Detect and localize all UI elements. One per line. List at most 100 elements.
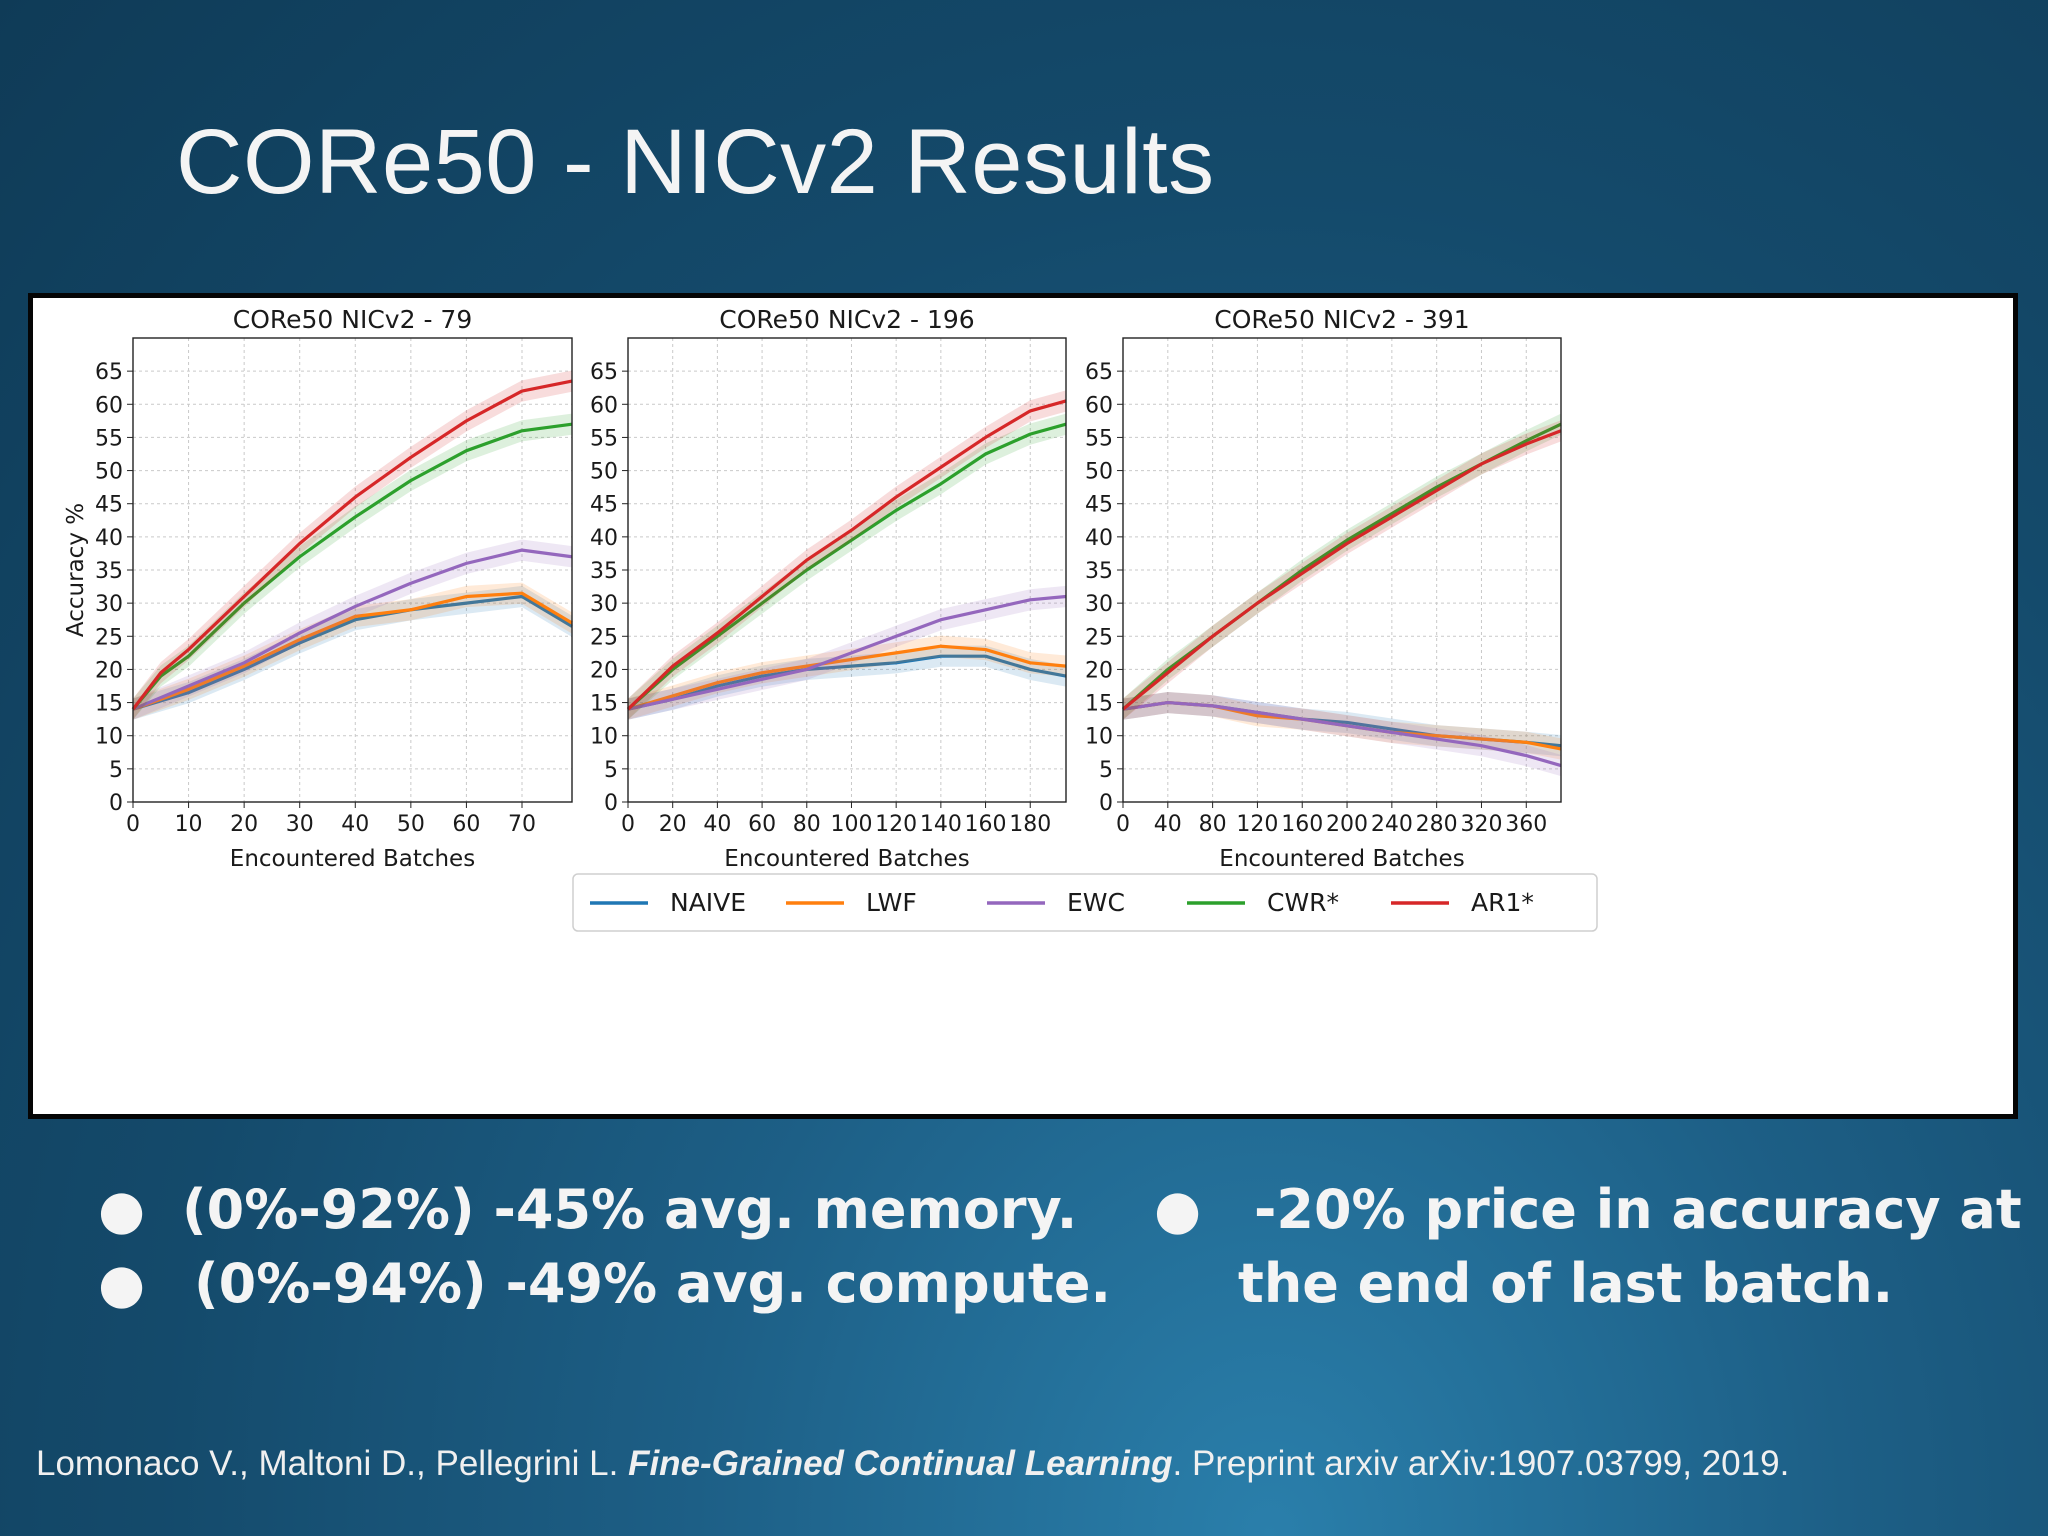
- y-tick-label: 40: [1085, 526, 1113, 551]
- bullet-dot-icon: ●: [1154, 1178, 1202, 1241]
- bullet-text: (0%-92%) -45% avg. memory.: [182, 1178, 1078, 1241]
- legend-label-cwr-star: CWR*: [1267, 888, 1339, 917]
- y-tick-label: 45: [590, 493, 618, 518]
- citation: Lomonaco V., Maltoni D., Pellegrini L. F…: [36, 1444, 1789, 1484]
- y-tick-label: 10: [1085, 725, 1113, 750]
- x-tick-label: 0: [126, 812, 140, 837]
- chart-2: 0 20 40 60 80 100 120 140 160 180 0 5 10 15 20 25 30 35 40…: [590, 305, 1067, 872]
- x-axis-label: Encountered Batches: [230, 846, 475, 872]
- y-tick-label: 30: [1085, 592, 1113, 617]
- y-tick-label: 40: [95, 526, 123, 551]
- x-tick-label: 0: [1116, 812, 1130, 837]
- legend-label-lwf: LWF: [866, 888, 917, 917]
- y-tick-label: 45: [1085, 493, 1113, 518]
- y-tick-label: 30: [590, 592, 618, 617]
- y-tick-label: 0: [604, 791, 618, 816]
- x-tick-label: 120: [1236, 812, 1278, 837]
- series-line-naive: [132, 594, 573, 711]
- series-line-lwf: [132, 591, 573, 711]
- x-tick-label: 280: [1416, 812, 1458, 837]
- legend-label-ar1-star: AR1*: [1471, 888, 1534, 917]
- y-tick-label: 50: [95, 460, 123, 485]
- y-tick-label: 60: [590, 393, 618, 418]
- y-tick-label: 65: [95, 360, 123, 385]
- y-tick-label: 30: [95, 592, 123, 617]
- x-tick-label: 100: [830, 812, 872, 837]
- x-tick-label: 40: [341, 812, 369, 837]
- series-band-cwr-star: [628, 413, 1066, 720]
- charts-svg: 0 10 20 30 40 50 60 700510152025303540455055606…: [63, 305, 1598, 932]
- y-tick-label: 5: [1099, 758, 1113, 783]
- y-tick-label: 55: [590, 426, 618, 451]
- series-line-naive: [627, 654, 1067, 711]
- series-band-ewc: [1123, 691, 1561, 777]
- citation-authors: Lomonaco V., Maltoni D., Pellegrini L.: [36, 1444, 629, 1483]
- y-tick-label: 15: [590, 692, 618, 717]
- series-line-ewc: [132, 548, 573, 711]
- y-tick-label: 35: [1085, 559, 1113, 584]
- y-tick-label: 40: [590, 526, 618, 551]
- bullet-text: (0%-94%) -49% avg. compute.: [194, 1252, 1111, 1315]
- series-band-ar1-star: [1123, 420, 1561, 720]
- y-tick-label: 0: [109, 791, 123, 816]
- y-tick-label: 25: [95, 625, 123, 650]
- x-axis-label: Encountered Batches: [1219, 846, 1464, 872]
- plot-frame: [627, 337, 1067, 803]
- y-tick-label: 25: [1085, 625, 1113, 650]
- x-tick-label: 60: [452, 812, 480, 837]
- citation-title: Fine-Grained Continual Learning: [628, 1444, 1173, 1483]
- x-tick-label: 120: [875, 812, 917, 837]
- y-tick-label: 15: [1085, 692, 1113, 717]
- x-tick-label: 140: [920, 812, 962, 837]
- series-band-naive: [628, 645, 1066, 720]
- y-tick-label: 55: [95, 426, 123, 451]
- y-tick-label: 50: [1085, 460, 1113, 485]
- y-tick-label: 5: [604, 758, 618, 783]
- chart-3: 0 40 80 120 160 200 240 280 320 360 0 5 10 15 20 25 30 35…: [1085, 305, 1562, 872]
- figure-panel: 0 10 20 30 40 50 60 70 0 5 10 15 20 25 30 35 40 45 50 55 60 6…: [28, 293, 2018, 1119]
- bullet-dot-icon: ●: [98, 1252, 146, 1315]
- x-tick-label: 40: [703, 812, 731, 837]
- citation-rest: . Preprint arxiv arXiv:1907.03799, 2019.: [1172, 1444, 1790, 1483]
- series-line-ar1-star: [626, 399, 1067, 711]
- legend-label-ewc: EWC: [1067, 888, 1125, 917]
- x-tick-label: 240: [1371, 812, 1413, 837]
- legend-label-naive: NAIVE: [670, 888, 746, 917]
- x-tick-label: 80: [1199, 812, 1227, 837]
- y-tick-label: 65: [1085, 360, 1113, 385]
- chart-title: CORe50 NICv2 - 391: [1214, 305, 1469, 334]
- x-tick-label: 60: [748, 812, 776, 837]
- bullet-dot-icon: ●: [98, 1178, 146, 1241]
- x-tick-label: 180: [1009, 812, 1051, 837]
- x-axis-label: Encountered Batches: [724, 846, 969, 872]
- slide-title: CORe50 - NICv2 Results: [176, 111, 1215, 213]
- chart-title: CORe50 NICv2 - 196: [719, 305, 974, 334]
- x-tick-label: 200: [1326, 812, 1368, 837]
- y-tick-label: 0: [1099, 791, 1113, 816]
- x-tick-label: 320: [1460, 812, 1502, 837]
- x-tick-label: 50: [397, 812, 425, 837]
- y-tick-label: 25: [590, 625, 618, 650]
- series-line-cwr-star: [131, 422, 573, 711]
- series-line-ewc: [1122, 700, 1562, 768]
- y-tick-label: 50: [590, 460, 618, 485]
- series-line-lwf: [627, 644, 1067, 711]
- y-tick-label: 60: [1085, 393, 1113, 418]
- x-tick-label: 160: [965, 812, 1007, 837]
- plot-frame: [132, 337, 573, 803]
- series-band-ewc: [133, 539, 572, 720]
- x-tick-label: 360: [1505, 812, 1547, 837]
- x-tick-label: 30: [286, 812, 314, 837]
- x-tick-label: 80: [793, 812, 821, 837]
- x-tick-label: 70: [508, 812, 536, 837]
- x-tick-label: 20: [659, 812, 687, 837]
- chart-title: CORe50 NICv2 - 79: [233, 305, 472, 334]
- y-tick-label: 15: [95, 692, 123, 717]
- plot-frame: [1122, 337, 1562, 803]
- y-tick-label: 20: [95, 658, 123, 683]
- series-line-ar1-star: [1121, 429, 1562, 711]
- chart-1: 0 10 20 30 40 50 60 70 0 5 10 15 20 25 30 35 40 45 50 55 60 6…: [63, 305, 573, 872]
- legend-box: [572, 873, 1598, 932]
- x-tick-label: 40: [1154, 812, 1182, 837]
- bullet-text: -20% price in accuracy at: [1254, 1178, 2022, 1241]
